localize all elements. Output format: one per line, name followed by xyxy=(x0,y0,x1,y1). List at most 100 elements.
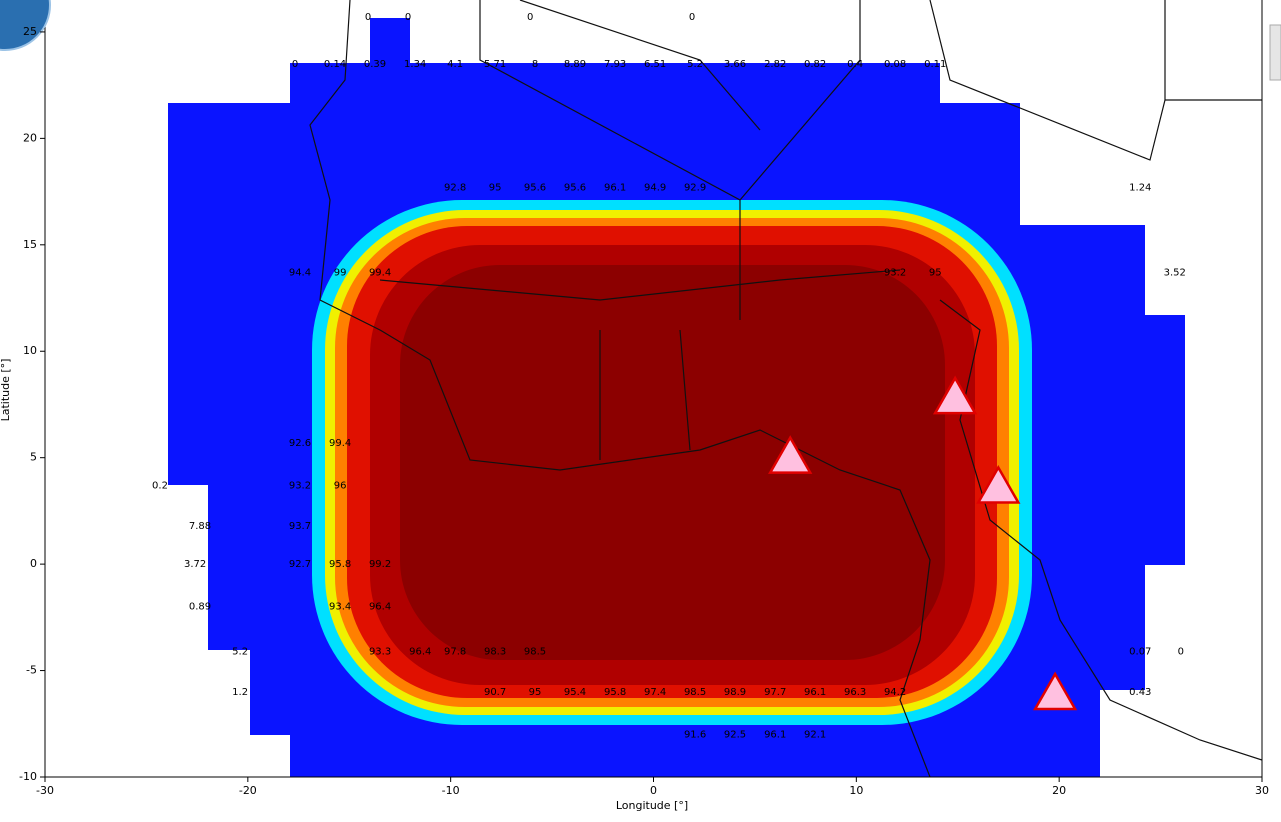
cell-value: 96.1 xyxy=(764,729,786,740)
cell-value: 95.8 xyxy=(329,559,351,570)
site-marker xyxy=(1032,671,1078,711)
cell-value: 95.8 xyxy=(604,687,626,698)
cell-value: 99.4 xyxy=(369,267,391,278)
site-marker xyxy=(932,375,978,415)
cell-value: 96.3 xyxy=(844,687,866,698)
y-tick-label: 25 xyxy=(23,25,37,38)
cell-value: 0 xyxy=(292,59,298,70)
cell-value: 92.1 xyxy=(804,729,826,740)
x-tick-label: -10 xyxy=(442,784,460,797)
cell-value: 0.82 xyxy=(804,59,826,70)
cell-value: 96.4 xyxy=(369,602,391,613)
x-tick-label: -20 xyxy=(239,784,257,797)
y-tick-label: -5 xyxy=(26,664,37,677)
cell-value: 3.66 xyxy=(724,59,746,70)
x-tick-label: 30 xyxy=(1255,784,1269,797)
cell-value: 92.6 xyxy=(289,438,311,449)
cell-value: 93.4 xyxy=(329,602,351,613)
borders xyxy=(309,0,1262,777)
cell-value: 93.3 xyxy=(369,646,391,657)
cell-value: 5.2 xyxy=(232,646,248,657)
cell-value: 0.89 xyxy=(189,602,211,613)
site-marker xyxy=(768,435,813,474)
cell-value: 96.4 xyxy=(409,646,431,657)
cell-value: 92.8 xyxy=(444,182,466,193)
cell-value: 93.2 xyxy=(289,480,311,491)
y-tick-label: -10 xyxy=(19,770,37,783)
cell-value: 0.08 xyxy=(884,59,906,70)
cell-value: 94.2 xyxy=(884,687,906,698)
cell-value: 98.5 xyxy=(684,687,706,698)
cell-value: 99.4 xyxy=(329,438,351,449)
cell-value: 95 xyxy=(489,182,502,193)
cell-value: 5.2 xyxy=(687,59,703,70)
y-tick-label: 20 xyxy=(23,131,37,144)
cell-value: 93.7 xyxy=(289,521,311,532)
site-marker xyxy=(976,464,1021,504)
cell-value: 7.88 xyxy=(189,521,211,532)
cell-value: 3.72 xyxy=(184,559,206,570)
x-tick-label: 10 xyxy=(849,784,863,797)
cell-value: 95.4 xyxy=(564,687,586,698)
x-tick-label: 20 xyxy=(1052,784,1066,797)
cell-value: 0 xyxy=(689,12,695,23)
cell-value: 0.43 xyxy=(1129,687,1151,698)
cell-value: 92.5 xyxy=(724,729,746,740)
cell-value: 0 xyxy=(1178,646,1184,657)
cell-value: 96 xyxy=(334,480,347,491)
border xyxy=(479,0,1262,320)
cell-value: 98.5 xyxy=(524,646,546,657)
cell-value: 94.9 xyxy=(644,182,666,193)
cell-value: 1.24 xyxy=(1129,182,1151,193)
y-tick-label: 15 xyxy=(23,238,37,251)
cell-value: 96.1 xyxy=(604,182,626,193)
heat-core xyxy=(400,265,945,660)
cell-value: 97.8 xyxy=(444,646,466,657)
side-panel xyxy=(1269,24,1281,81)
cell-value: 92.9 xyxy=(684,182,706,193)
border xyxy=(309,0,931,777)
map-layer xyxy=(168,0,1262,777)
y-tick-label: 10 xyxy=(23,344,37,357)
cell-value: 97.7 xyxy=(764,687,786,698)
cell-value: 95.6 xyxy=(524,182,546,193)
cell-value: 1.34 xyxy=(404,59,426,70)
cell-value: 92.7 xyxy=(289,559,311,570)
y-tick-label: 5 xyxy=(30,451,37,464)
border xyxy=(379,0,901,460)
cell-value: 97.4 xyxy=(644,687,666,698)
x-tick-label: -30 xyxy=(36,784,54,797)
cell-value: 6.51 xyxy=(644,59,666,70)
corner-badge xyxy=(0,0,51,51)
cell-value: 0.4 xyxy=(847,59,863,70)
cell-values: 0 0 0 0 0 0.14 0.39 1.34 4.1 5.71 8 8.89 7.93 6.51 5.2… xyxy=(152,12,1186,740)
cell-value: 90.7 xyxy=(484,687,506,698)
cell-value: 91.6 xyxy=(684,729,706,740)
cell-value: 0 xyxy=(405,12,411,23)
cell-value: 95 xyxy=(929,267,942,278)
y-axis-label: Latitude [°] xyxy=(0,359,12,422)
cell-value: 95.6 xyxy=(564,182,586,193)
cell-value: 1.2 xyxy=(232,687,248,698)
cell-value: 0.2 xyxy=(152,480,168,491)
cell-value: 99 xyxy=(334,267,347,278)
x-axis-label: Longitude [°] xyxy=(616,799,688,812)
cell-value: 5.71 xyxy=(484,59,506,70)
cell-value: 7.93 xyxy=(604,59,626,70)
cell-value: 94.4 xyxy=(289,267,311,278)
cell-value: 0 xyxy=(527,12,533,23)
border xyxy=(939,299,1262,761)
cell-value: 96.1 xyxy=(804,687,826,698)
cell-value: 98.9 xyxy=(724,687,746,698)
y-tick-label: 0 xyxy=(30,557,37,570)
cell-value: 8 xyxy=(532,59,538,70)
cell-value: 98.3 xyxy=(484,646,506,657)
cell-value: 0.14 xyxy=(324,59,346,70)
cell-value: 3.52 xyxy=(1164,267,1186,278)
cell-value: 2.82 xyxy=(764,59,786,70)
cell-value: 0.11 xyxy=(924,59,946,70)
cell-value: 8.89 xyxy=(564,59,586,70)
cell-value: 0.07 xyxy=(1129,646,1151,657)
cell-value: 0 xyxy=(365,12,371,23)
